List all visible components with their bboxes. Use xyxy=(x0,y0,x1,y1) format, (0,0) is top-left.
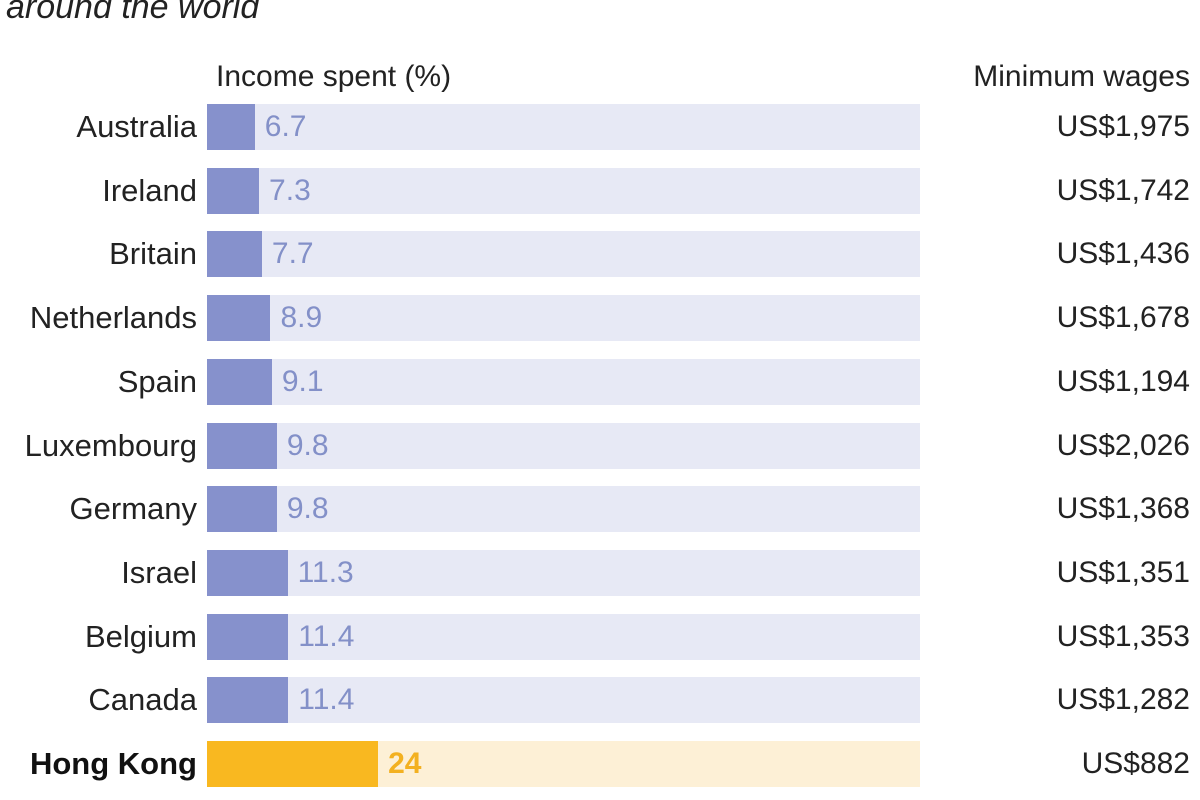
bar-row: Spain 9.1 US$1,194 xyxy=(0,358,1200,405)
bar-track: 11.3 xyxy=(207,549,920,596)
bar-track: 7.3 xyxy=(207,167,920,214)
minimum-wage-value: US$1,742 xyxy=(1056,173,1190,207)
value-label: 8.9 xyxy=(280,301,323,335)
bar-track: 7.7 xyxy=(207,231,920,278)
bar xyxy=(207,104,255,150)
bar xyxy=(207,677,289,724)
country-label: Israel xyxy=(121,554,197,590)
bar-track: 9.1 xyxy=(207,358,920,405)
bar-row: Britain 7.7 US$1,436 xyxy=(0,231,1200,278)
bar xyxy=(207,422,277,469)
bar-track: 6.7 xyxy=(207,104,920,150)
country-label: Australia xyxy=(76,109,197,144)
bar xyxy=(207,486,277,533)
value-label: 7.7 xyxy=(271,237,314,271)
bar-track: 11.4 xyxy=(207,677,920,724)
bar xyxy=(207,358,272,405)
minimum-wage-value: US$882 xyxy=(1081,747,1190,780)
country-label: Canada xyxy=(88,682,197,718)
bar-row: Ireland 7.3 US$1,742 xyxy=(0,167,1200,214)
value-label: 24 xyxy=(388,747,422,780)
minimum-wage-value: US$2,026 xyxy=(1056,428,1190,462)
bar xyxy=(207,549,288,596)
value-label: 6.7 xyxy=(264,110,307,143)
bar-row: Germany 9.8 US$1,368 xyxy=(0,486,1200,533)
value-label: 11.3 xyxy=(297,555,354,589)
bar-track: 11.4 xyxy=(207,613,920,660)
minimum-wage-value: US$1,436 xyxy=(1056,237,1190,271)
bar xyxy=(207,295,271,342)
minimum-wages-header: Minimum wages xyxy=(973,60,1190,93)
value-label: 9.8 xyxy=(286,492,329,526)
country-label: Luxembourg xyxy=(24,427,197,463)
country-label: Hong Kong xyxy=(29,746,197,781)
value-label: 11.4 xyxy=(298,683,355,717)
value-label: 9.8 xyxy=(286,428,329,462)
country-label: Spain xyxy=(117,363,197,399)
minimum-wage-value: US$1,975 xyxy=(1056,110,1190,143)
bar xyxy=(207,167,260,214)
minimum-wage-value: US$1,368 xyxy=(1056,492,1190,526)
bar xyxy=(207,741,379,787)
income-spent-header: Income spent (%) xyxy=(216,60,452,93)
bar-track: 8.9 xyxy=(207,295,920,342)
bar-row: Canada 11.4 US$1,282 xyxy=(0,677,1200,724)
chart-subtitle: around the world xyxy=(6,0,260,26)
bar-row: Netherlands 8.9 US$1,678 xyxy=(0,295,1200,342)
value-label: 7.3 xyxy=(269,173,311,207)
minimum-wage-value: US$1,353 xyxy=(1056,619,1190,653)
country-label: Netherlands xyxy=(29,300,197,336)
bar-row: Australia 6.7 US$1,975 xyxy=(0,104,1200,150)
country-label: Belgium xyxy=(85,618,197,654)
country-label: Ireland xyxy=(102,172,197,208)
bar-row: Luxembourg 9.8 US$2,026 xyxy=(0,422,1200,469)
country-label: Britain xyxy=(109,236,197,272)
minimum-wage-value: US$1,282 xyxy=(1056,683,1190,717)
bar-track: 9.8 xyxy=(207,422,920,469)
minimum-wage-value: US$1,678 xyxy=(1056,301,1190,335)
value-label: 9.1 xyxy=(281,364,324,398)
country-label: Germany xyxy=(69,491,197,527)
minimum-wage-value: US$1,194 xyxy=(1056,364,1190,398)
bar-track: 9.8 xyxy=(207,486,920,533)
bar-track: 24 xyxy=(207,741,920,787)
bar-row-highlight: Hong Kong 24 US$882 xyxy=(0,741,1200,787)
bar-row: Israel 11.3 US$1,351 xyxy=(0,549,1200,596)
value-label: 11.4 xyxy=(298,619,355,653)
minimum-wage-value: US$1,351 xyxy=(1056,555,1190,589)
bar-row: Belgium 11.4 US$1,353 xyxy=(0,613,1200,660)
bar xyxy=(207,613,289,660)
bar xyxy=(207,231,262,278)
